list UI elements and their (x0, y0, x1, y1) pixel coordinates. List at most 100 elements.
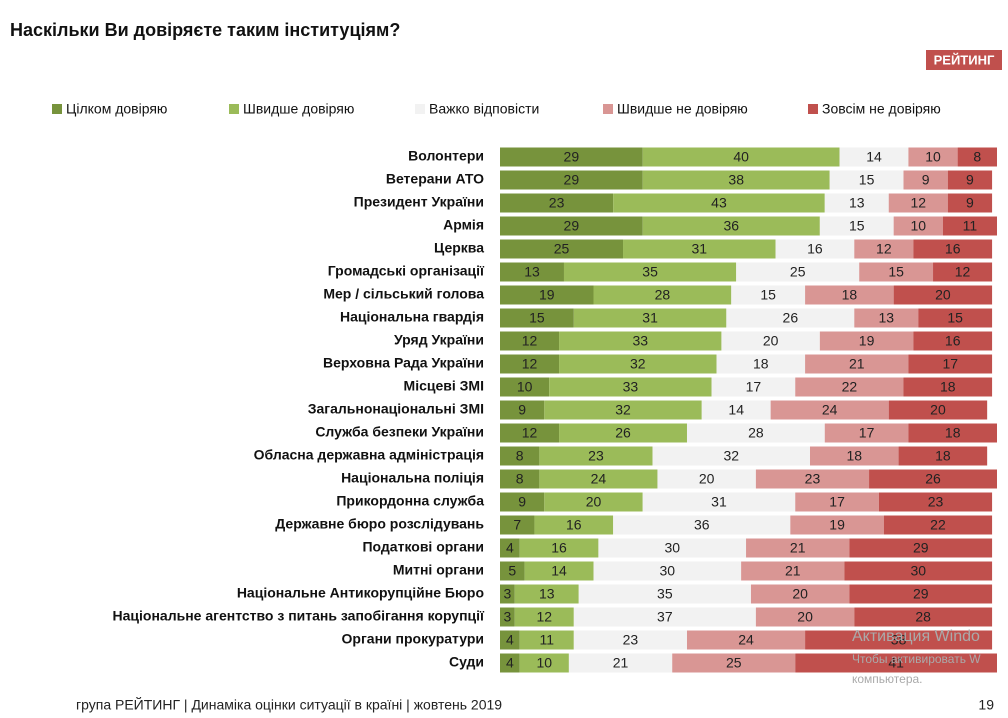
bar-segment (790, 515, 884, 535)
category-label: Національне агентство з питань запобіган… (113, 608, 486, 624)
value-label: 13 (849, 195, 865, 211)
bar-segment (701, 400, 771, 420)
value-label: 4 (506, 655, 514, 671)
value-label: 15 (888, 264, 904, 280)
legend-label: Цілком довіряю (66, 101, 167, 117)
bar-segment (500, 308, 574, 328)
bar-segment (500, 446, 540, 466)
watermark: Активация Windo (852, 628, 980, 645)
value-label: 20 (586, 494, 602, 510)
bar-segment (500, 216, 643, 236)
category-label: Ветерани АТО (386, 171, 484, 187)
category-label: Церква (434, 240, 484, 256)
category-label: Митні органи (393, 562, 484, 578)
category-label: Громадські організації (328, 263, 485, 279)
value-label: 31 (692, 241, 708, 257)
bar-segment (878, 492, 993, 512)
value-label: 23 (928, 494, 944, 510)
bar-segment (573, 308, 727, 328)
value-label: 20 (797, 609, 813, 625)
bar-segment (903, 170, 948, 190)
bar-segment (642, 216, 820, 236)
bar-segment (500, 262, 564, 282)
value-label: 18 (935, 448, 951, 464)
value-label: 13 (539, 586, 555, 602)
value-label: 29 (564, 149, 580, 165)
value-label: 36 (694, 517, 710, 533)
bar-segment (652, 446, 811, 466)
value-label: 18 (847, 448, 863, 464)
bar-segment (613, 193, 825, 213)
bar-segment (716, 354, 806, 374)
bar-segment (849, 538, 993, 558)
bar-segment (805, 285, 894, 305)
value-label: 15 (529, 310, 545, 326)
value-label: 12 (536, 609, 552, 625)
bar-segment (805, 630, 993, 650)
category-label: Верховна Рада України (323, 355, 484, 371)
bar-segment (514, 607, 574, 627)
bar-segment (534, 515, 614, 535)
value-label: 10 (517, 379, 533, 395)
bar-segment (544, 492, 643, 512)
value-label: 20 (699, 471, 715, 487)
value-label: 10 (925, 149, 941, 165)
value-label: 28 (915, 609, 931, 625)
value-label: 30 (910, 563, 926, 579)
bar-segment (721, 331, 820, 351)
bar-segment (500, 515, 535, 535)
legend-label: Швидше довіряю (243, 101, 354, 117)
bar-segment (563, 262, 737, 282)
bar-segment (519, 653, 569, 673)
logo: РЕЙТИНГ (934, 52, 995, 67)
value-label: 14 (866, 149, 882, 165)
category-label: Прикордонна служба (336, 493, 484, 509)
value-label: 25 (554, 241, 570, 257)
category-label: Служба безпеки України (315, 424, 484, 440)
bar-segment (824, 423, 909, 443)
bar-segment (908, 147, 958, 167)
value-label: 20 (792, 586, 808, 602)
bar-segment (559, 331, 722, 351)
bar-segment (500, 538, 520, 558)
bar-segment (711, 377, 796, 397)
category-label: Загальнонаціональні ЗМІ (308, 401, 484, 417)
bar-segment (544, 400, 702, 420)
bar-segment (598, 538, 747, 558)
bar-segment (741, 561, 845, 581)
bar-segment (500, 400, 545, 420)
bar-segment (500, 147, 643, 167)
value-label: 19 (829, 517, 845, 533)
value-label: 41 (888, 655, 904, 671)
value-label: 24 (738, 632, 754, 648)
footer: група РЕЙТИНГ | Динаміка оцінки ситуації… (76, 696, 502, 713)
value-label: 8 (516, 471, 524, 487)
value-label: 12 (910, 195, 926, 211)
legend-label: Швидше не довіряю (617, 101, 748, 117)
value-label: 18 (940, 379, 956, 395)
bar-segment (519, 538, 599, 558)
bar-segment (746, 538, 850, 558)
bar-segment (795, 492, 879, 512)
bar-segment (883, 515, 993, 535)
page-number: 19 (978, 697, 994, 713)
legend-swatch (415, 104, 425, 114)
category-label: Волонтери (408, 148, 484, 164)
value-label: 23 (588, 448, 604, 464)
bar-segment (888, 193, 948, 213)
value-label: 12 (522, 356, 538, 372)
bar-segment (500, 607, 515, 627)
bar-segment (933, 262, 993, 282)
chart-title: Наскільки Ви довіряєте таким інституціям… (10, 20, 400, 40)
bar-segment (770, 400, 889, 420)
value-label: 5 (508, 563, 516, 579)
bar-segment (918, 308, 993, 328)
bar-segment (893, 216, 943, 236)
bar-segment (539, 446, 653, 466)
bar-segment (913, 331, 993, 351)
value-label: 21 (790, 540, 806, 556)
bar-segment (500, 423, 560, 443)
bar-segment (500, 653, 520, 673)
value-label: 12 (522, 333, 538, 349)
bar-segment (623, 239, 776, 259)
